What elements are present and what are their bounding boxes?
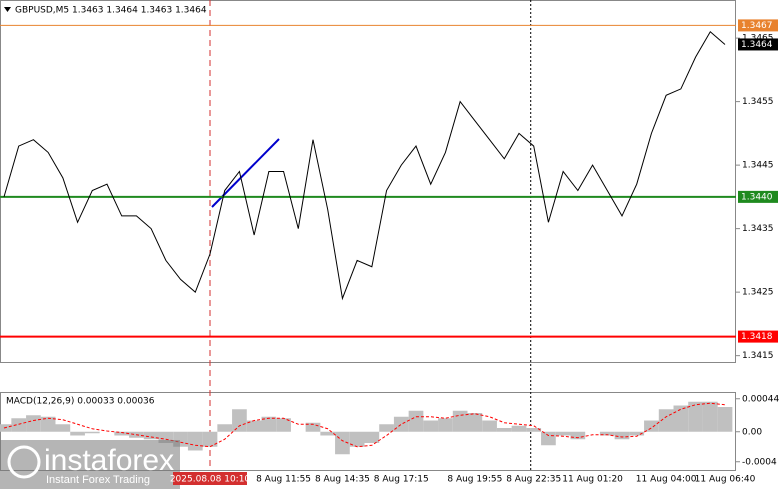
macd-bar [158, 431, 174, 443]
macd-bar [187, 431, 203, 451]
macd-bar [717, 407, 733, 432]
macd-bar [114, 431, 130, 436]
y-tick-label: 1.3445 [742, 161, 774, 171]
macd-bar [438, 418, 453, 432]
macd-bar [555, 431, 571, 436]
level-label: 1.3464 [741, 40, 773, 50]
macd-bar [599, 431, 615, 436]
macd-bar [84, 431, 100, 434]
macd-bar [379, 424, 394, 432]
macd-bar [26, 415, 41, 432]
macd-bar [482, 420, 497, 432]
level-badge [738, 38, 778, 51]
macd-bar [570, 431, 586, 440]
level-label: 1.3440 [741, 192, 773, 202]
macd-bar [202, 431, 218, 447]
macd-title: MACD(12,26,9) 0.00033 0.00036 [6, 397, 155, 407]
y-tick-label: 1.3455 [742, 97, 774, 107]
macd-bar [305, 422, 321, 432]
x-tick-label: 8 Aug 11:55 [256, 475, 311, 485]
macd-bar [702, 401, 718, 432]
macd-bar [143, 431, 159, 440]
macd-bar [423, 420, 439, 432]
macd-bar [673, 405, 689, 432]
price-line [3, 30, 726, 301]
macd-bar [11, 418, 27, 432]
macd-bar [320, 431, 336, 436]
level-label: 1.3467 [741, 21, 773, 31]
macd-bar [276, 418, 291, 432]
macd-bar [70, 431, 85, 436]
x-tick-label: 8 Aug 14:35 [315, 475, 370, 485]
y-tick-label: 0.00 [742, 427, 762, 437]
macd-bar [452, 410, 468, 432]
menu-icon [4, 7, 11, 12]
macd-bar [40, 416, 56, 432]
macd-bar [614, 431, 630, 440]
macd-bar [217, 424, 233, 432]
level-label: 1.3418 [741, 332, 773, 342]
level-badge [738, 19, 778, 32]
x-tick-label: 8 Aug 22:35 [506, 475, 561, 485]
macd-bar [541, 431, 556, 446]
macd-bar [496, 428, 512, 432]
macd-bar [526, 428, 542, 432]
macd-bar [467, 413, 483, 432]
x-tick-label: 8 Aug 17:15 [374, 475, 429, 485]
level-badge [738, 190, 778, 203]
y-tick-label: -0.0004 [742, 457, 777, 467]
macd-bar [55, 424, 71, 432]
chart-title: GBPUSD,M5 1.3463 1.3464 1.3463 1.3464 [15, 6, 207, 16]
macd-bar [393, 416, 409, 432]
macd-bar [644, 420, 659, 432]
cursor-label-bg [173, 472, 247, 485]
macd-bar [364, 431, 380, 443]
macd-bar [408, 410, 424, 432]
signal-line [3, 402, 726, 448]
macd-bar [246, 420, 262, 432]
watermark-logo [7, 445, 41, 479]
y-tick-label: 0.00044 [742, 394, 779, 404]
level-badge [738, 330, 778, 343]
watermark-tagline: Instant Forex Trading [46, 474, 150, 486]
main-frame [0, 0, 736, 363]
cursor-label: 2025.08.08 10:10 [170, 475, 251, 485]
watermark: instaforex Instant Forex Trading [0, 440, 180, 489]
y-tick-label: 1.3425 [742, 288, 774, 298]
macd-bar [261, 416, 277, 432]
macd-bar [511, 425, 527, 432]
x-tick-label: 11 Aug 01:20 [562, 475, 623, 485]
x-tick-label: 11 Aug 04:00 [636, 475, 697, 485]
macd-bar [688, 401, 703, 432]
x-tick-label: 8 Aug 19:55 [447, 475, 502, 485]
macd-bar [349, 431, 365, 447]
watermark-brand: instaforex [44, 444, 174, 477]
y-tick-label: 1.3415 [742, 351, 774, 361]
macd-bar [629, 431, 645, 436]
y-tick-label: 1.3435 [742, 224, 774, 234]
macd-bar [232, 409, 247, 432]
x-tick-label: 11 Aug 06:40 [695, 475, 756, 485]
